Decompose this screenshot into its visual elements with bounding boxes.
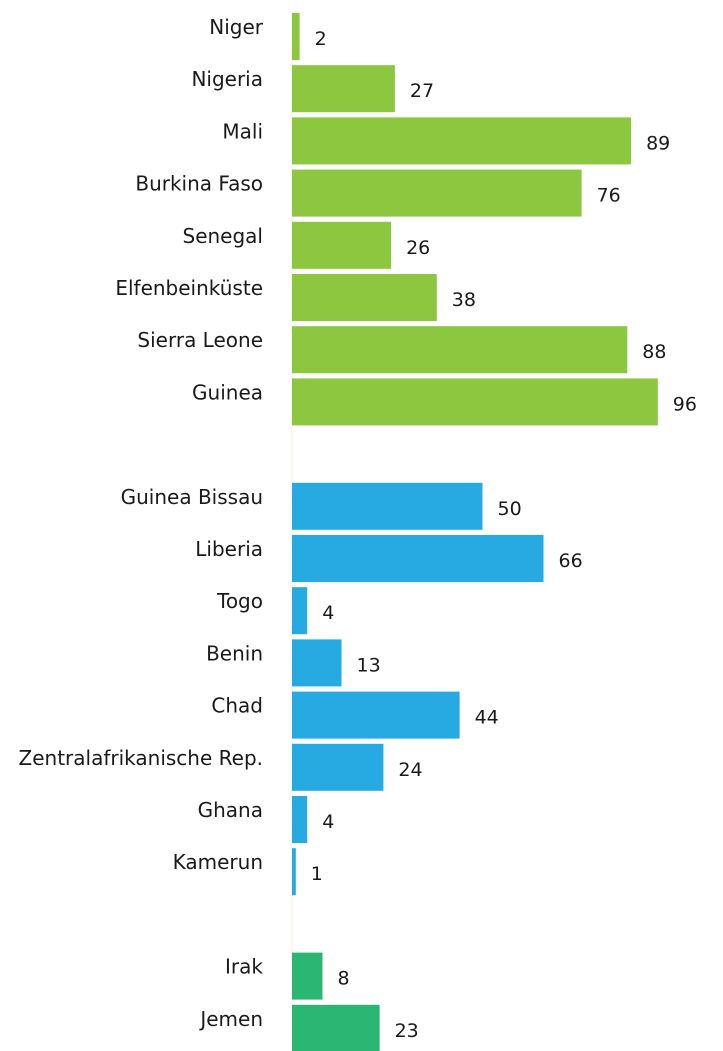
category-label: Guinea Bissau <box>121 485 263 509</box>
value-label: 8 <box>338 968 350 990</box>
bar <box>292 743 384 791</box>
category-label: Mali <box>222 119 263 143</box>
bar <box>292 326 628 374</box>
bar <box>292 1004 380 1051</box>
bar <box>292 639 342 687</box>
value-label: 26 <box>406 237 430 259</box>
category-label: Chad <box>211 694 263 718</box>
bar <box>292 378 658 426</box>
value-label: 27 <box>410 80 434 102</box>
bar <box>292 848 296 896</box>
value-label: 4 <box>322 811 334 833</box>
value-label: 88 <box>642 341 666 363</box>
category-label: Nigeria <box>191 67 263 91</box>
category-label: Jemen <box>198 1007 263 1031</box>
category-label: Senegal <box>183 224 264 248</box>
bar <box>292 535 544 582</box>
category-label: Benin <box>206 641 263 665</box>
bar <box>292 169 582 217</box>
bar <box>292 952 323 1000</box>
category-label: Burkina Faso <box>135 172 263 196</box>
value-label: 76 <box>597 185 621 207</box>
bar <box>292 274 437 321</box>
value-label: 23 <box>395 1020 419 1042</box>
category-label: Niger <box>209 15 264 39</box>
bar <box>292 482 483 530</box>
bar <box>292 221 392 269</box>
category-label: Zentralafrikanische Rep. <box>19 746 263 770</box>
category-label: Guinea <box>192 380 263 404</box>
category-label: Irak <box>225 955 263 979</box>
category-label: Sierra Leone <box>137 328 263 352</box>
value-label: 44 <box>475 707 499 729</box>
bar <box>292 587 308 635</box>
category-label: Kamerun <box>173 850 263 874</box>
value-label: 13 <box>357 654 381 676</box>
value-label: 24 <box>398 759 422 781</box>
bar <box>292 796 308 843</box>
value-label: 2 <box>315 28 327 50</box>
value-label: 96 <box>673 393 697 415</box>
value-label: 50 <box>498 498 522 520</box>
bars: Niger 2 Nigeria 27 Mali 89 Burkina Faso 76 Seneg… <box>19 13 697 1051</box>
bar <box>292 117 632 165</box>
value-label: 38 <box>452 289 476 311</box>
category-label: Ghana <box>198 798 263 822</box>
value-label: 1 <box>311 863 323 885</box>
bar <box>292 691 460 739</box>
bar <box>292 65 395 113</box>
category-label: Elfenbeinküste <box>115 276 263 300</box>
bar <box>292 13 300 60</box>
value-label: 89 <box>646 132 670 154</box>
category-label: Liberia <box>195 537 263 561</box>
value-label: 4 <box>322 602 334 624</box>
value-label: 66 <box>559 550 583 572</box>
category-label: Togo <box>216 589 263 613</box>
